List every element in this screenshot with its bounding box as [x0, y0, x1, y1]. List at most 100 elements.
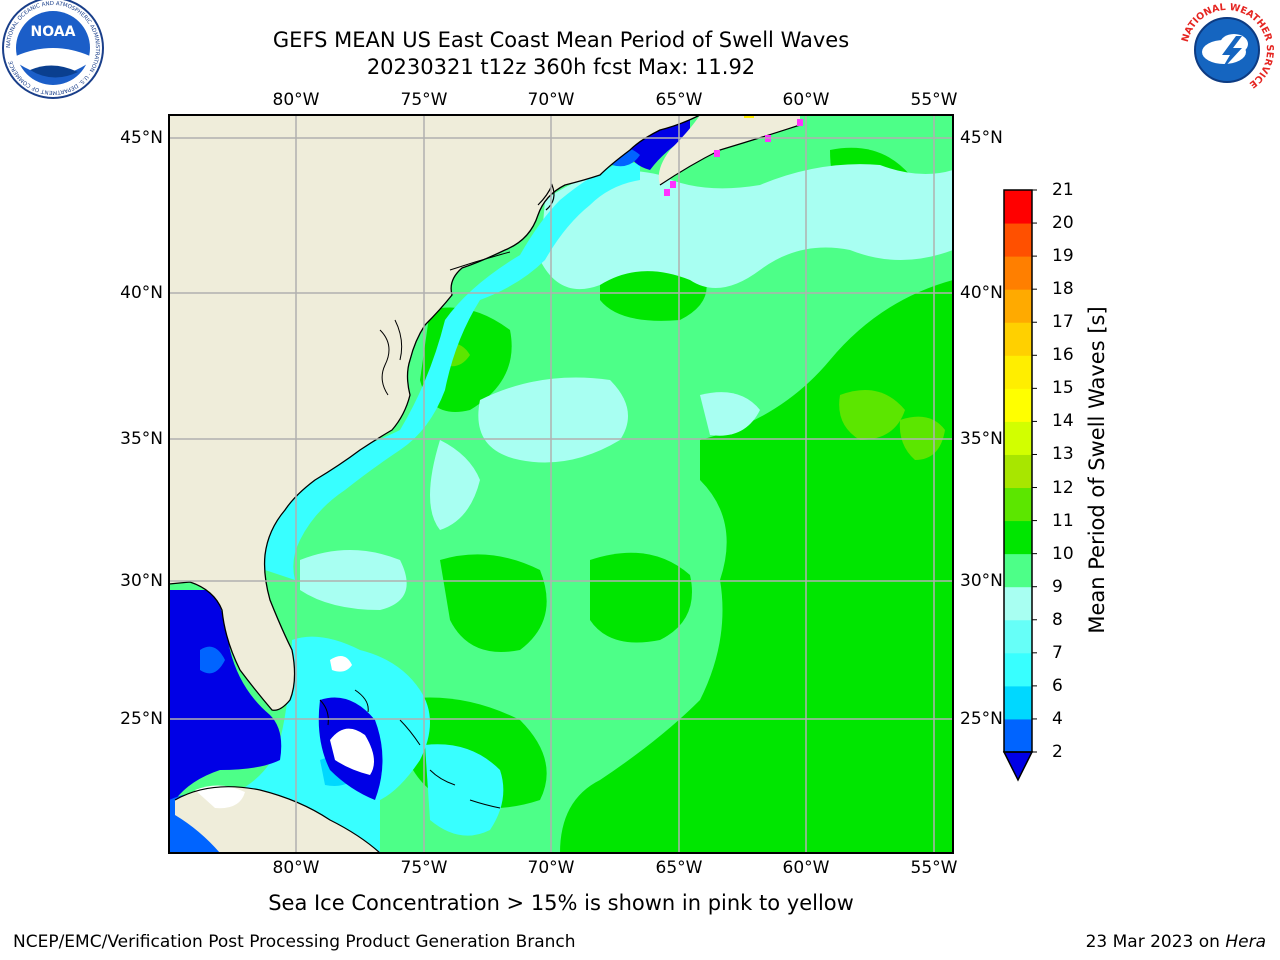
colorbar-segment [1004, 652, 1032, 687]
footer-machine: Hera [1225, 932, 1266, 952]
field-8-9-coast [430, 440, 480, 530]
colorbar-tick-label: 8 [1052, 609, 1063, 630]
lon-label-top: 55°W [910, 90, 958, 110]
colorbar-segment [1004, 685, 1032, 720]
field-8-9-mid2 [700, 392, 760, 436]
colorbar-tick-label: 12 [1052, 477, 1074, 498]
coastline-bahamas [319, 689, 501, 809]
colorbar-tick-label: 15 [1052, 378, 1074, 399]
lat-label-left: 45°N [120, 128, 163, 148]
lon-label-bottom: 65°W [655, 858, 703, 878]
lat-label-left: 35°N [120, 429, 163, 449]
chart-title: GEFS MEAN US East Coast Mean Period of S… [272, 28, 850, 52]
colorbar-tick-label: 18 [1052, 279, 1074, 300]
field-6-8-coast [264, 162, 640, 580]
colorbar-tick-label: 21 [1052, 180, 1074, 200]
colorbar [1002, 189, 1037, 782]
colorbar-segment [1004, 355, 1032, 389]
lon-label-top: 65°W [655, 90, 703, 110]
lat-label-right: 30°N [960, 571, 1003, 591]
lon-label-top: 70°W [527, 90, 575, 110]
sea-ice-marker [714, 150, 720, 157]
colorbar-tick-label: 7 [1052, 642, 1063, 663]
land-north-america [169, 115, 700, 711]
colorbar-segment [1004, 619, 1032, 654]
colorbar-tick-label: 11 [1052, 510, 1074, 531]
footer-date: 23 Mar 2023 on Hera [1086, 932, 1266, 952]
coastline-east-us [169, 115, 701, 711]
colorbar-segment [1004, 487, 1032, 522]
lon-label-bottom: 70°W [527, 858, 575, 878]
field-8-9-mid [478, 377, 628, 463]
nws-logo: NATIONAL WEATHER SERVICE [1179, 2, 1275, 98]
colorbar-tick-label: 13 [1052, 444, 1074, 465]
colorbar-tick-label: 19 [1052, 246, 1074, 267]
lat-label-right: 35°N [960, 429, 1003, 449]
chart-subtitle: 20230321 t12z 360h fcst Max: 11.92 [366, 55, 756, 79]
graticule [169, 115, 953, 853]
lon-label-top: 80°W [272, 90, 320, 110]
footer-date-text: 23 Mar 2023 on [1085, 932, 1226, 952]
field-8-9-ne [560, 210, 640, 250]
colorbar-tick-label: 17 [1052, 312, 1074, 333]
noaa-logo-text: NOAA [31, 24, 76, 40]
colorbar-under-arrow [1002, 751, 1034, 782]
field-2-4-gulf [200, 646, 225, 674]
sea-ice-marker [664, 189, 670, 196]
lon-label-bottom: 75°W [400, 858, 448, 878]
colorbar-segment [1004, 256, 1032, 290]
colorbar-segment [1004, 553, 1032, 588]
land-nova-scotia [658, 115, 800, 185]
lon-label-bottom: 60°W [782, 858, 830, 878]
lon-label-top: 75°W [400, 90, 448, 110]
lon-label-bottom: 55°W [910, 858, 958, 878]
lon-label-top: 60°W [782, 90, 830, 110]
sea-ice-marker [670, 181, 676, 188]
lat-label-right: 40°N [960, 283, 1003, 303]
land-cuba-white [195, 785, 245, 809]
sea-ice-marker [744, 115, 754, 118]
land-bahamas-white-2 [330, 656, 352, 672]
colorbar-segment [1004, 586, 1032, 621]
colorbar-segment [1004, 454, 1032, 489]
colorbar-tick-label: 4 [1052, 708, 1063, 729]
lon-label-bottom: 80°W [272, 858, 320, 878]
colorbar-frame [1003, 189, 1033, 753]
field-under-2-gulf [169, 590, 282, 800]
colorbar-title: Mean Period of Swell Waves [s] [1085, 306, 1109, 634]
colorbar-segment [1004, 520, 1032, 555]
colorbar-tick-label: 2 [1052, 742, 1063, 762]
colorbar-segment [1004, 388, 1032, 422]
colorbar-segment [1004, 190, 1032, 224]
field-under-2-gulfmaine [625, 120, 690, 170]
colorbar-segment [1004, 322, 1032, 356]
land-bahamas-white [330, 728, 374, 775]
noaa-logo: NOAA NATIONAL OCEANIC AND ATMOSPHERIC AD… [2, 0, 104, 99]
sea-ice-marker [797, 119, 803, 126]
map-frame [168, 114, 954, 854]
colorbar-segment [1004, 289, 1032, 323]
colorbar-tick-label: 10 [1052, 543, 1074, 564]
colorbar-tick-label: 20 [1052, 213, 1074, 234]
coastline-chesapeake [379, 319, 403, 396]
colorbar-segment [1004, 718, 1032, 753]
colorbar-segment [1004, 421, 1032, 455]
field-11-12-a [839, 390, 905, 440]
lat-label-right: 25°N [960, 709, 1003, 729]
footer-credit: NCEP/EMC/Verification Post Processing Pr… [13, 932, 576, 952]
field-10-11-c [440, 554, 547, 652]
lat-label-right: 45°N [960, 128, 1003, 148]
field-10-11-d [590, 552, 692, 643]
colorbar-tick-label: 6 [1052, 675, 1063, 696]
field-8-9-south [300, 550, 407, 610]
colorbar-tick-label: 16 [1052, 345, 1074, 366]
sea-ice-caption: Sea Ice Concentration > 15% is shown in … [268, 891, 854, 915]
field-6-8-east [425, 744, 504, 836]
field-8-9-north [540, 164, 953, 290]
coastline-longisland [449, 251, 511, 271]
lat-label-left: 30°N [120, 571, 163, 591]
colorbar-tick-label: 14 [1052, 411, 1074, 432]
colorbar-segment [1004, 223, 1032, 257]
coastline-cuba [174, 786, 381, 853]
